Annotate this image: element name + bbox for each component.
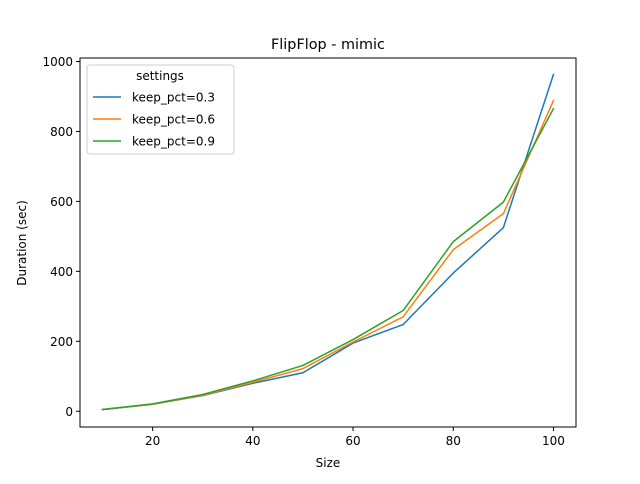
legend-entry-label: keep_pct=0.9 <box>132 135 215 149</box>
legend-box <box>86 64 235 155</box>
chart-title: FlipFlop - mimic <box>271 37 385 53</box>
y-tick-label: 1000 <box>42 55 73 69</box>
plot-area-frame <box>79 57 577 428</box>
legend-title: settings <box>136 69 184 83</box>
legend-entry-label: keep_pct=0.3 <box>132 91 215 105</box>
y-axis-label: Duration (sec) <box>15 200 29 286</box>
y-tick-label: 600 <box>50 195 73 209</box>
x-axis-label: Size <box>316 456 341 470</box>
y-axis-ticks: 0 200 400 600 800 1000 <box>42 55 80 419</box>
x-tick-label: 20 <box>145 434 160 448</box>
series-line-3 <box>101 107 555 411</box>
legend: settings keep_pct=0.3 keep_pct=0.6 keep_pc… <box>86 64 235 155</box>
plot-lines <box>101 73 555 411</box>
x-tick-label: 80 <box>446 434 461 448</box>
y-tick-label: 200 <box>50 335 73 349</box>
x-axis-ticks: 20 40 60 80 100 <box>145 427 565 448</box>
x-tick-label: 40 <box>245 434 260 448</box>
y-tick-label: 400 <box>50 265 73 279</box>
y-tick-label: 0 <box>65 405 73 419</box>
x-tick-label: 60 <box>345 434 360 448</box>
legend-entry-label: keep_pct=0.6 <box>132 113 215 127</box>
x-tick-label: 100 <box>542 434 565 448</box>
y-tick-label: 800 <box>50 125 73 139</box>
